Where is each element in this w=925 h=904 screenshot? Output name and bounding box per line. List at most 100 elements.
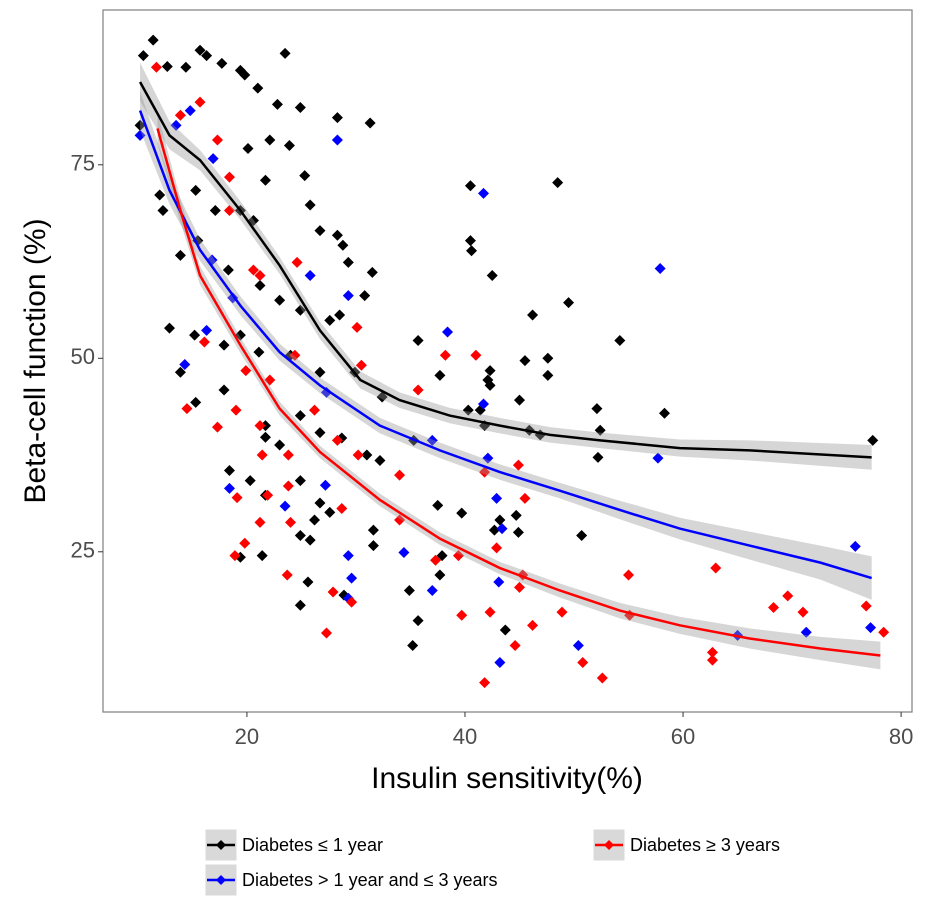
point — [244, 475, 256, 487]
point — [179, 358, 191, 370]
point — [134, 129, 146, 141]
point — [412, 334, 424, 346]
point — [253, 346, 265, 358]
point — [161, 61, 173, 73]
point — [654, 263, 666, 275]
point — [412, 384, 424, 396]
point — [426, 584, 438, 596]
point — [486, 269, 498, 281]
point — [209, 204, 221, 216]
point — [470, 349, 482, 361]
point — [484, 606, 496, 618]
point — [299, 170, 311, 182]
point — [464, 180, 476, 192]
point — [304, 534, 316, 546]
fit-line — [138, 110, 873, 580]
point — [394, 469, 406, 481]
point — [137, 50, 149, 62]
legend-label: Diabetes ≥ 3 years — [630, 835, 780, 855]
point — [321, 627, 333, 639]
point — [659, 407, 671, 419]
point — [319, 479, 331, 491]
point — [367, 524, 379, 536]
point — [218, 339, 230, 351]
point — [216, 57, 228, 69]
point — [174, 109, 186, 121]
point — [314, 366, 326, 378]
point — [499, 624, 511, 636]
point — [314, 427, 326, 439]
point — [434, 569, 446, 581]
point — [218, 384, 230, 396]
point — [207, 153, 219, 165]
point — [256, 449, 268, 461]
point — [479, 466, 491, 478]
confidence-band — [140, 91, 872, 600]
legend-label: Diabetes > 1 year and ≤ 3 years — [242, 870, 498, 890]
point — [355, 359, 367, 371]
point — [430, 554, 442, 566]
point — [201, 324, 213, 336]
point — [576, 530, 588, 542]
x-tick-label: 20 — [235, 724, 259, 749]
point — [527, 619, 539, 631]
point — [484, 365, 496, 377]
point — [403, 584, 415, 596]
point — [512, 459, 524, 471]
point — [452, 550, 464, 562]
point — [223, 171, 235, 183]
point — [229, 550, 241, 562]
point — [394, 514, 406, 526]
point — [513, 394, 525, 406]
point — [230, 404, 242, 416]
point — [556, 606, 568, 618]
point — [254, 269, 266, 281]
point — [496, 523, 508, 535]
point — [285, 516, 297, 528]
point — [194, 96, 206, 108]
point — [223, 482, 235, 494]
y-axis-title: Beta-cell function (%) — [19, 218, 52, 503]
point — [331, 434, 343, 446]
point — [327, 586, 339, 598]
point — [164, 322, 176, 334]
point — [150, 61, 162, 73]
point — [223, 204, 235, 216]
point — [527, 309, 539, 321]
point — [239, 537, 251, 549]
point — [231, 492, 243, 504]
point — [594, 424, 606, 436]
point — [302, 576, 314, 588]
point — [466, 245, 478, 257]
point — [376, 391, 388, 403]
point — [342, 256, 354, 268]
point — [364, 117, 376, 129]
y-tick-label: 25 — [71, 538, 95, 563]
point — [434, 369, 446, 381]
point — [342, 290, 354, 302]
point — [614, 334, 626, 346]
legend-marker — [604, 840, 614, 850]
point — [294, 102, 306, 114]
point — [439, 349, 451, 361]
point — [242, 143, 254, 155]
point — [279, 47, 291, 59]
point — [331, 134, 343, 146]
point — [592, 451, 604, 463]
point — [181, 403, 193, 415]
point — [198, 336, 210, 348]
point — [174, 366, 186, 378]
point — [331, 112, 343, 124]
point — [291, 256, 303, 268]
point — [331, 229, 343, 241]
point — [239, 69, 251, 81]
point — [512, 526, 524, 538]
point — [484, 379, 496, 391]
point — [211, 134, 223, 146]
point — [426, 434, 438, 446]
point — [256, 550, 268, 562]
point — [479, 677, 491, 689]
point — [309, 514, 321, 526]
point — [259, 174, 271, 186]
x-tick-label: 60 — [671, 724, 695, 749]
